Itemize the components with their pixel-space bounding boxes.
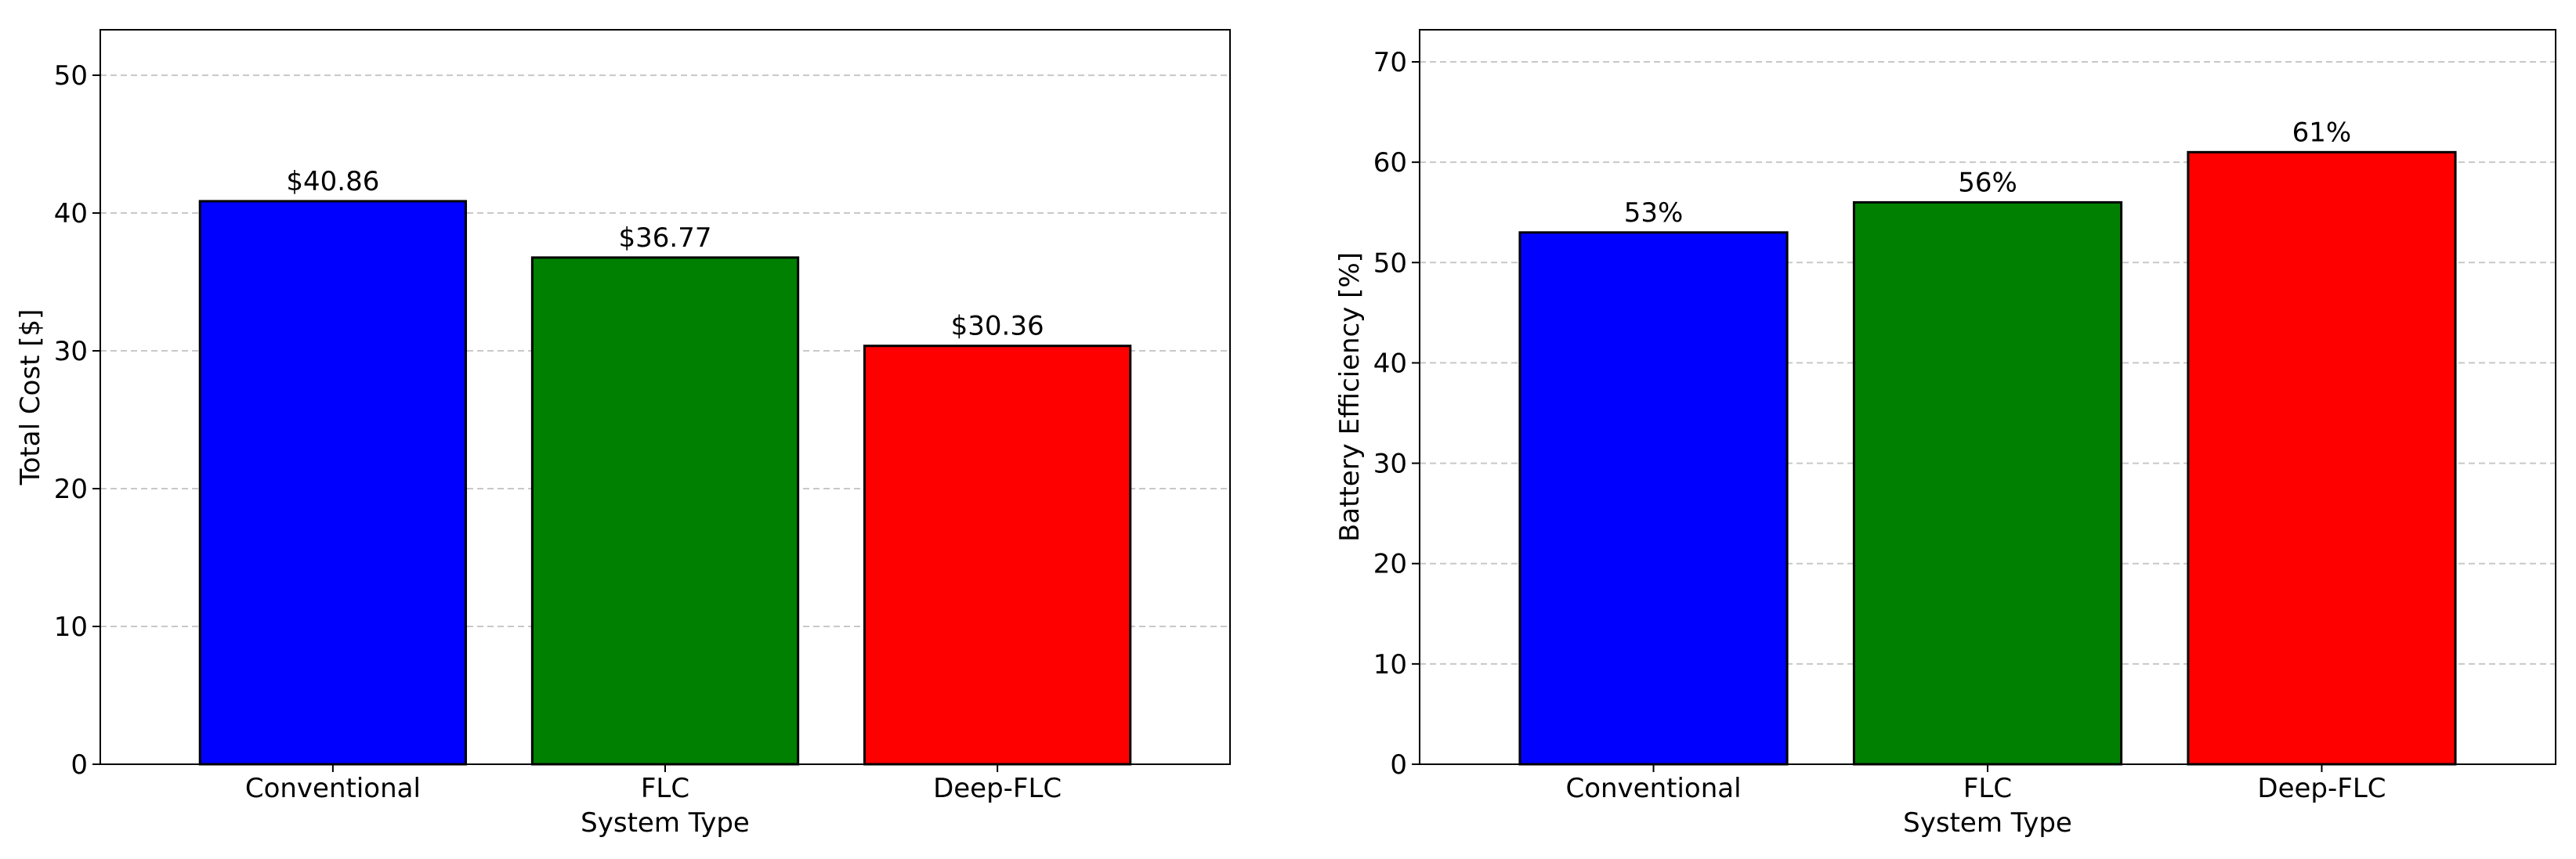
- bar-2: [530, 256, 800, 766]
- bar-data-label: $40.86: [286, 166, 379, 197]
- y-tick-label: 50: [1373, 247, 1407, 279]
- bar-data-label: 61%: [2292, 117, 2352, 148]
- y-tick-label: 70: [1373, 47, 1407, 78]
- y-tick-label: 10: [54, 612, 88, 643]
- bar-2: [1852, 200, 2123, 766]
- axes-frame: [1419, 29, 2556, 765]
- x-tick-label: Deep-FLC: [2257, 773, 2386, 804]
- y-tick-label: 10: [1373, 649, 1407, 680]
- bar-1: [1518, 231, 1789, 766]
- y-tick-label: 0: [71, 749, 88, 781]
- bar-data-label: 56%: [1958, 167, 2017, 198]
- y-tick-label: 30: [54, 336, 88, 367]
- bar-data-label: $36.77: [619, 222, 712, 254]
- axes-frame: [99, 29, 1231, 765]
- x-axis-label: System Type: [581, 807, 750, 839]
- y-tick-label: 50: [54, 60, 88, 92]
- chart-panel-2: 53% Conventional 56% FLC 61% Deep-FLC 0 10 20 30 4…: [1334, 29, 2556, 839]
- bar-3: [2187, 150, 2457, 766]
- y-tick-label: 60: [1373, 147, 1407, 179]
- y-tick-label: 30: [1373, 449, 1407, 480]
- y-tick-label: 0: [1390, 749, 1407, 781]
- x-axis-label: System Type: [1903, 807, 2072, 839]
- bar-data-label: $30.36: [951, 311, 1044, 342]
- bar-data-label: 53%: [1624, 197, 1684, 229]
- y-axis-label: Total Cost [$]: [15, 309, 46, 486]
- chart-panel-1: $40.86 Conventional $36.77 FLC $30.36 Deep-FL…: [15, 29, 1231, 839]
- x-tick-label: FLC: [1963, 773, 2012, 804]
- y-axis-label: Battery Efficiency [%]: [1334, 252, 1366, 542]
- x-tick-label: Conventional: [1565, 773, 1741, 804]
- x-tick-label: Conventional: [245, 773, 421, 804]
- y-tick-label: 40: [54, 198, 88, 229]
- y-tick-label: 20: [54, 474, 88, 505]
- bar-1: [198, 200, 468, 766]
- y-tick-label: 40: [1373, 348, 1407, 379]
- x-tick-label: FLC: [641, 773, 689, 804]
- x-tick-label: Deep-FLC: [933, 773, 1062, 804]
- bar-3: [863, 345, 1132, 766]
- y-tick-label: 20: [1373, 549, 1407, 580]
